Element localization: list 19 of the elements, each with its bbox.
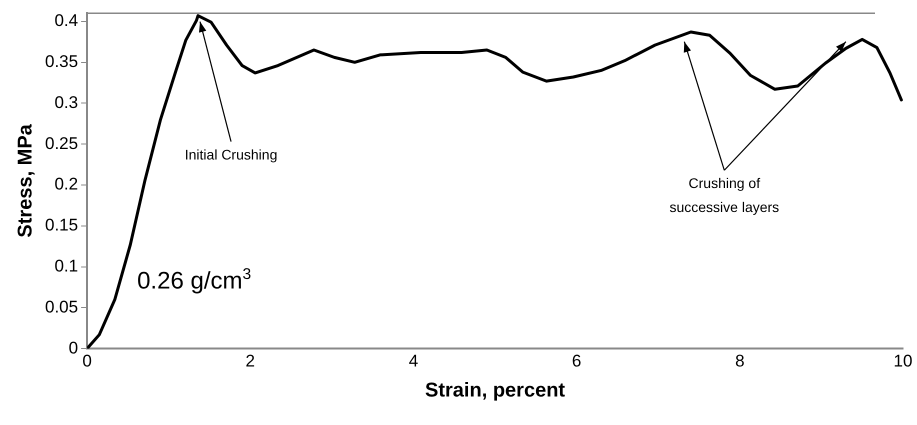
y-tick-label: 0.35 — [44, 52, 78, 71]
y-tick-label: 0.4 — [54, 11, 78, 30]
y-tick-label: 0.2 — [54, 174, 78, 194]
y-tick-label: 0.15 — [44, 216, 78, 235]
x-tick-label: 6 — [572, 351, 582, 370]
x-tick-label: 0 — [82, 351, 92, 370]
annotation: Initial Crushing — [184, 146, 278, 163]
y-tick-label: 0.25 — [44, 134, 78, 153]
y-tick-label: 0 — [68, 338, 78, 358]
y-tick-label: 0.05 — [44, 297, 78, 316]
x-tick-label: 8 — [735, 351, 745, 370]
y-tick-label: 0.1 — [54, 256, 78, 276]
x-tick-label: 2 — [246, 351, 256, 370]
x-tick-label: 4 — [408, 351, 418, 370]
y-tick-label: 0.3 — [54, 92, 78, 112]
x-tick-label: 10 — [894, 351, 912, 370]
x-axis-title: Strain, percent — [425, 380, 566, 402]
y-axis-title: Stress, MPa — [14, 123, 37, 238]
annotation: Crushing of successive layers — [669, 175, 780, 216]
